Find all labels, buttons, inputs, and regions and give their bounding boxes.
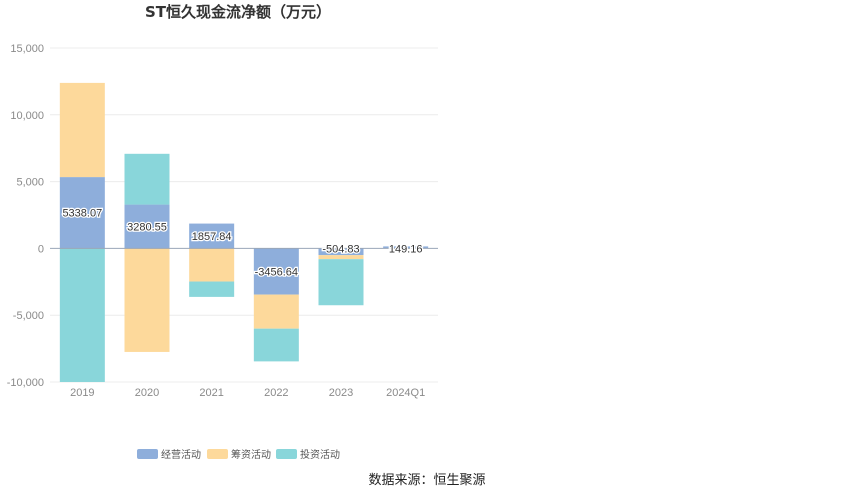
legend-label: 投资活动: [300, 448, 340, 461]
bar-segment: [189, 223, 235, 249]
legend-label: 筹资活动: [231, 448, 271, 461]
data-label: 149.16: [389, 243, 423, 255]
data-label: 1857.84: [192, 231, 232, 243]
bars: [59, 82, 429, 382]
legend-swatch: [276, 449, 297, 459]
bar-segment: [124, 248, 170, 352]
bar-segment: [318, 248, 364, 256]
legend: 经营活动 筹资活动 投资活动: [137, 448, 340, 461]
x-tick-label: 2024Q1: [386, 387, 425, 399]
bar-segment: [318, 255, 364, 260]
legend-swatch: [137, 449, 158, 459]
data-label: -3456.64: [255, 266, 298, 278]
data-labels: 5338.07 3280.55 1857.84 -3456.64 -504.83 149.…: [61, 206, 424, 279]
bar-segment: [124, 153, 170, 205]
bar-segment: [59, 248, 105, 382]
bar-segment: [124, 204, 170, 249]
y-tick-label: -10,000: [7, 377, 44, 389]
y-tick-label: -5,000: [13, 310, 44, 322]
data-label: 5338.07: [62, 208, 102, 220]
x-tick-label: 2020: [135, 387, 159, 399]
bar-segment: [253, 328, 299, 362]
legend-label: 经营活动: [161, 448, 201, 461]
y-tick-label: 15,000: [10, 43, 44, 55]
bar-segment: [189, 281, 235, 297]
chart-title: ST恒久现金流净额（万元）: [145, 3, 331, 21]
data-label: -504.83: [322, 243, 359, 255]
y-tick-label: 5,000: [16, 177, 44, 189]
x-tick-label: 2021: [199, 387, 223, 399]
y-tick-label: 10,000: [10, 110, 44, 122]
x-tick-label: 2022: [264, 387, 288, 399]
bar-segment: [383, 246, 429, 249]
bar-segment: [253, 248, 299, 295]
x-tick-label: 2019: [70, 387, 94, 399]
axes: 15,000 10,000 5,000 0 -5,000 -10,000 2019 2020 2…: [7, 43, 438, 399]
data-label: 3280.55: [127, 221, 167, 233]
bar-segment: [59, 82, 105, 178]
x-tick-label: 2023: [329, 387, 353, 399]
bar-segment: [189, 248, 235, 282]
data-source: 数据来源：恒生聚源: [368, 473, 485, 486]
legend-swatch: [207, 449, 228, 459]
bar-segment: [253, 294, 299, 329]
bar-segment: [59, 177, 105, 249]
gridlines: [50, 47, 438, 383]
y-tick-label: 0: [38, 243, 44, 255]
bar-segment: [318, 259, 364, 306]
